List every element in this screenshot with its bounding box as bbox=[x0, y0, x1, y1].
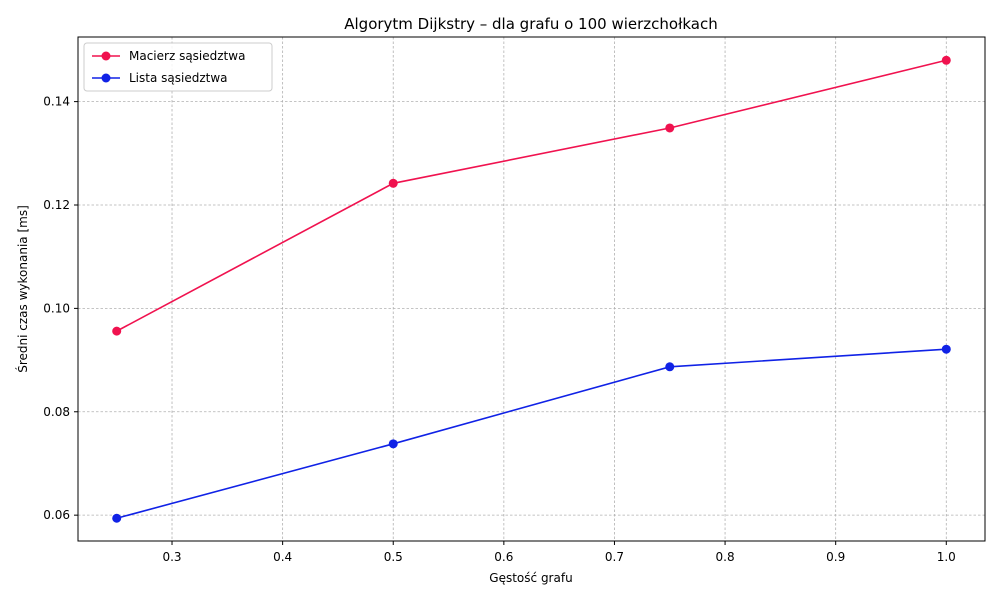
legend-box bbox=[83, 42, 273, 92]
legend-marker-series-1 bbox=[101, 51, 111, 61]
x-tick-label-0.5: 0.5 bbox=[384, 550, 403, 564]
series-line-2 bbox=[116, 348, 947, 520]
data-point-series-1-4 bbox=[941, 55, 951, 65]
legend-marker-series-2 bbox=[101, 73, 111, 83]
axes: 0.3 0.4 0.5 0.6 0.7 0.8 0.9 1.0 0.06 0.08 0.10 0.12… bbox=[43, 36, 986, 564]
data-point-series-1-3 bbox=[665, 123, 675, 133]
x-tick-label-0.6: 0.6 bbox=[494, 550, 513, 564]
data-series bbox=[112, 55, 951, 523]
x-tick-label-0.4: 0.4 bbox=[273, 550, 292, 564]
data-point-series-1-1 bbox=[112, 326, 122, 336]
legend-label-series-2: Lista sąsiedztwa bbox=[129, 71, 228, 85]
data-point-series-2-2 bbox=[388, 439, 398, 449]
y-tick-label-0.06: 0.06 bbox=[43, 508, 70, 522]
grid-lines bbox=[78, 37, 985, 541]
series-line-1 bbox=[116, 59, 947, 332]
data-point-series-2-4 bbox=[941, 344, 951, 354]
plot-frame bbox=[77, 36, 986, 542]
x-tick-label-0.9: 0.9 bbox=[826, 550, 845, 564]
data-point-series-1-2 bbox=[388, 178, 398, 188]
x-tick-label-0.8: 0.8 bbox=[716, 550, 735, 564]
x-axis-label: Gęstość grafu bbox=[489, 571, 572, 585]
y-tick-label-0.12: 0.12 bbox=[43, 198, 70, 212]
data-point-series-2-3 bbox=[665, 362, 675, 372]
x-tick-label-0.3: 0.3 bbox=[162, 550, 181, 564]
y-axis-label: Średni czas wykonania [ms] bbox=[15, 205, 30, 373]
data-point-series-2-1 bbox=[112, 513, 122, 523]
y-tick-label-0.08: 0.08 bbox=[43, 405, 70, 419]
y-tick-label-0.14: 0.14 bbox=[43, 95, 70, 109]
x-tick-label-1.0: 1.0 bbox=[937, 550, 956, 564]
chart-title: Algorytm Dijkstry – dla grafu o 100 wier… bbox=[344, 15, 717, 33]
legend-label-series-1: Macierz sąsiedztwa bbox=[129, 49, 245, 63]
y-tick-label-0.10: 0.10 bbox=[43, 301, 70, 315]
x-tick-label-0.7: 0.7 bbox=[605, 550, 624, 564]
legend: Macierz sąsiedztwa Lista sąsiedztwa bbox=[83, 42, 273, 92]
